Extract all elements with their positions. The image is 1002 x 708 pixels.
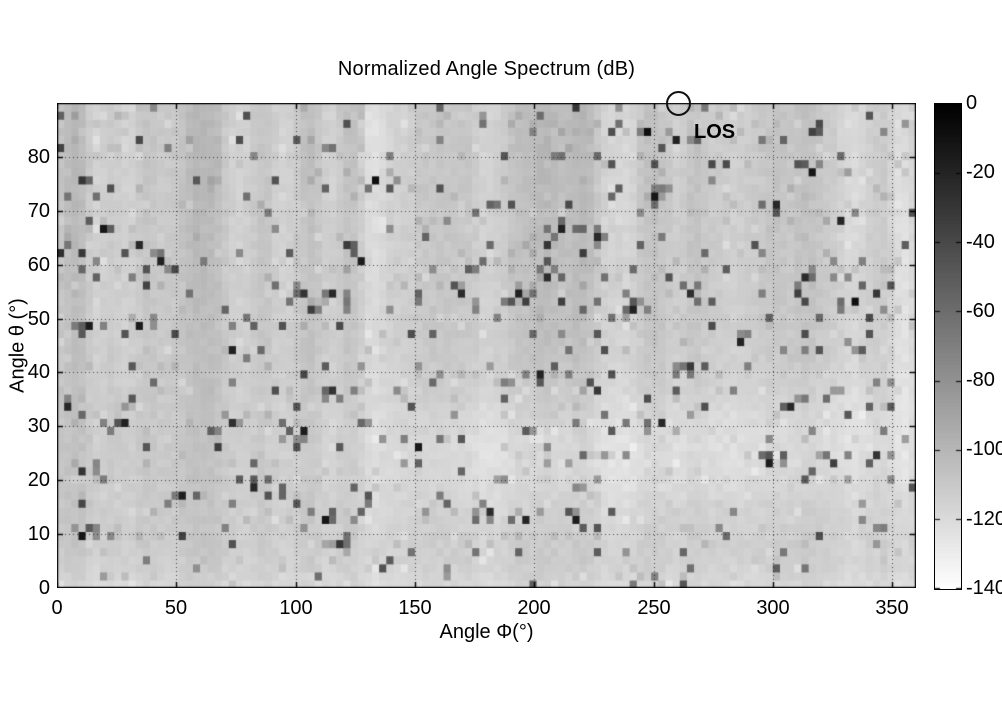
heatmap-plot-area xyxy=(57,103,916,588)
y-tick-label: 60 xyxy=(27,254,50,276)
x-tick-label: 200 xyxy=(517,597,551,619)
x-tick-label: 250 xyxy=(637,597,671,619)
y-tick-label: 50 xyxy=(27,308,50,330)
y-tick-label: 30 xyxy=(27,415,50,437)
colorbar-tick-label: -20 xyxy=(966,161,995,183)
los-marker-circle xyxy=(666,91,691,116)
x-tick-label: 300 xyxy=(756,597,790,619)
colorbar-tick-label: -60 xyxy=(966,300,995,322)
x-tick-label: 100 xyxy=(279,597,313,619)
colorbar-tick-label: 0 xyxy=(966,92,978,114)
y-tick-label: 70 xyxy=(27,200,50,222)
colorbar-tick-label: -40 xyxy=(966,231,995,253)
colorbar-tick-label: -80 xyxy=(966,369,995,391)
colorbar-tick-label: -100 xyxy=(966,438,1002,460)
x-axis-label: Angle Φ(°) xyxy=(439,621,534,643)
y-tick-label: 40 xyxy=(27,361,50,383)
chart-title: Normalized Angle Spectrum (dB) xyxy=(337,58,636,80)
colorbar-tick-label: -120 xyxy=(966,508,1002,530)
y-tick-label: 10 xyxy=(27,523,50,545)
colorbar xyxy=(934,103,962,590)
y-tick-label: 0 xyxy=(38,577,50,599)
x-tick-label: 50 xyxy=(164,597,188,619)
y-tick-label: 80 xyxy=(27,146,50,168)
y-axis-label: Angle θ (°) xyxy=(6,298,29,393)
y-tick-label: 20 xyxy=(27,469,50,491)
colorbar-tick-label: -140 xyxy=(966,577,1002,599)
x-tick-label: 150 xyxy=(398,597,432,619)
x-tick-label: 0 xyxy=(51,597,63,619)
los-annotation-label: LOS xyxy=(694,121,736,143)
x-tick-label: 350 xyxy=(875,597,909,619)
